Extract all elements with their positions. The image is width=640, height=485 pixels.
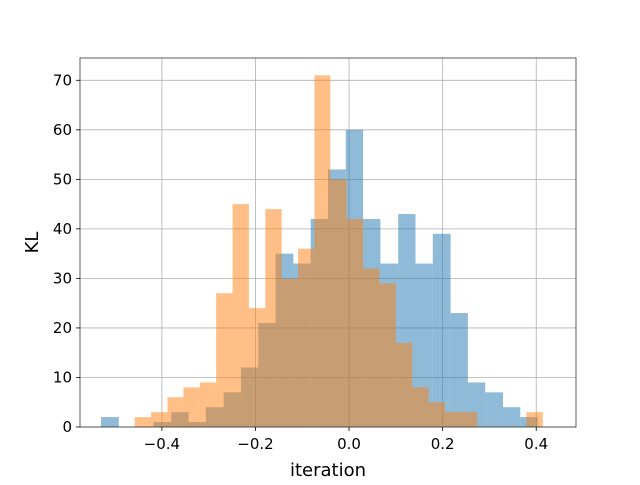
y-tick-label: 40 <box>53 220 72 238</box>
y-tick-label: 0 <box>62 418 72 436</box>
histogram-bar-series-1 <box>485 392 504 427</box>
histogram-bar-series-2 <box>346 218 364 427</box>
histogram-bar-series-2 <box>216 293 233 427</box>
histogram-bar-series-2 <box>134 417 152 427</box>
histogram-bar-series-2 <box>232 204 249 427</box>
ticks: −0.4 −0.2 0.0 0.2 0.4 0 10 20 30 40 50 60 70 <box>53 71 548 453</box>
y-tick-label: 70 <box>53 71 72 89</box>
histogram-bar-series-1 <box>432 233 451 427</box>
histogram-bar-series-2 <box>330 179 347 427</box>
histogram-bar-series-2 <box>265 209 282 427</box>
histogram-bar-series-2 <box>412 387 429 427</box>
y-tick-label: 10 <box>53 368 72 386</box>
histogram-bar-series-2 <box>314 75 331 427</box>
y-tick-label: 50 <box>53 170 72 188</box>
x-tick-label: −0.4 <box>144 435 180 453</box>
histogram-bar-series-1 <box>450 313 468 427</box>
histogram-bar-series-2 <box>281 278 299 427</box>
histogram-bar-series-1 <box>503 407 521 427</box>
histogram-bar-series-1 <box>101 417 119 427</box>
histogram-bar-series-1 <box>415 263 433 427</box>
bars <box>101 75 543 428</box>
histogram-bar-series-2 <box>395 342 413 427</box>
x-axis-label: iteration <box>290 460 366 480</box>
plot-frame <box>79 57 577 428</box>
x-tick-label: 0.0 <box>337 435 361 453</box>
x-tick-label: −0.2 <box>237 435 273 453</box>
x-tick-label: 0.2 <box>431 435 455 453</box>
x-tick-label: 0.4 <box>524 435 548 453</box>
histogram-bar-series-2 <box>151 412 168 427</box>
histogram-bar-series-2 <box>444 412 461 427</box>
y-tick-label: 60 <box>53 121 72 139</box>
histogram-bar-series-2 <box>199 382 217 427</box>
histogram-bar-series-2 <box>526 412 543 427</box>
y-tick-label: 20 <box>53 319 72 337</box>
histogram-bar-series-2 <box>428 402 445 427</box>
histogram-bar-series-2 <box>183 387 200 427</box>
histogram-bar-series-2 <box>460 412 478 427</box>
histogram-bar-series-2 <box>298 248 315 427</box>
histogram-bar-series-2 <box>167 397 184 427</box>
y-axis-label: KL <box>22 232 43 254</box>
histogram-bar-series-2 <box>379 283 396 427</box>
histogram-bar-series-2 <box>248 308 266 427</box>
y-tick-label: 30 <box>53 269 72 287</box>
histogram-bar-series-2 <box>363 268 380 427</box>
